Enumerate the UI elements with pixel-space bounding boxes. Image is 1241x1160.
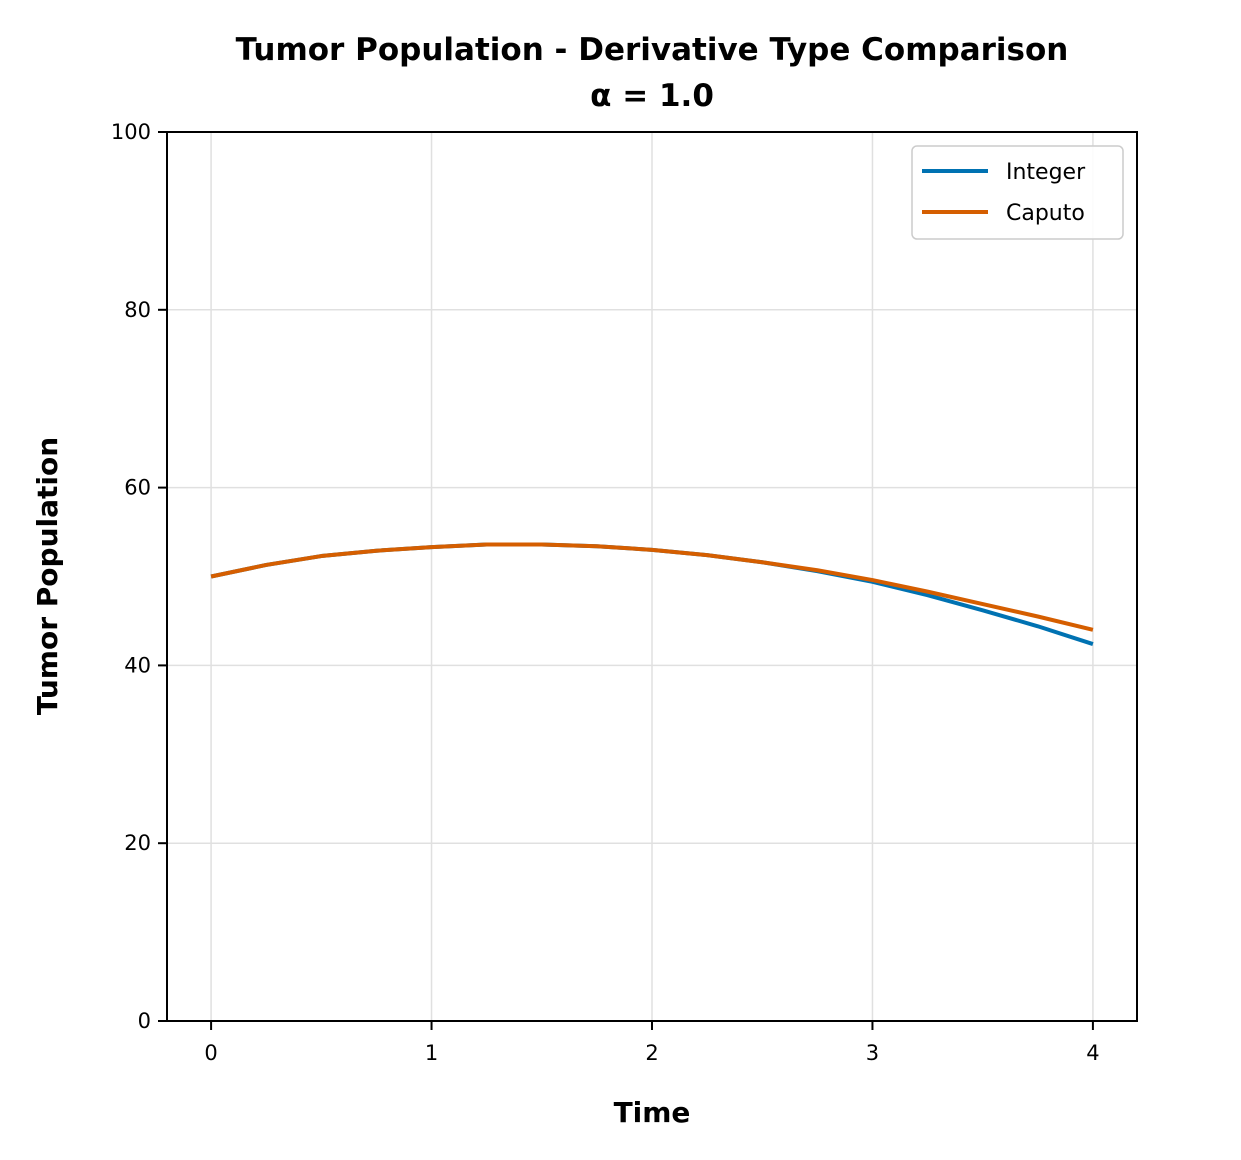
y-tick-label: 0 [138,1009,151,1033]
x-tick-label: 3 [866,1041,879,1065]
x-tick-label: 0 [204,1041,217,1065]
chart-title: Tumor Population - Derivative Type Compa… [236,32,1069,68]
chart-subtitle: α = 1.0 [590,78,714,114]
legend-label-integer: Integer [1006,160,1086,185]
y-tick-label: 60 [124,476,151,500]
x-tick-label: 1 [425,1041,438,1065]
y-tick-label: 100 [111,120,151,144]
legend: Integer Caputo [911,145,1124,240]
x-tick-label: 4 [1086,1041,1099,1065]
x-tick-label: 2 [645,1041,658,1065]
series-lines [210,542,1094,646]
legend-label-caputo: Caputo [1006,201,1085,226]
y-axis-label: Tumor Population [31,437,64,715]
series-line-caputo [210,542,1094,632]
x-axis-label: Time [614,1096,691,1129]
y-tick-label: 40 [124,653,151,677]
y-tick-label: 80 [124,298,151,322]
y-tick-label: 20 [124,831,151,855]
